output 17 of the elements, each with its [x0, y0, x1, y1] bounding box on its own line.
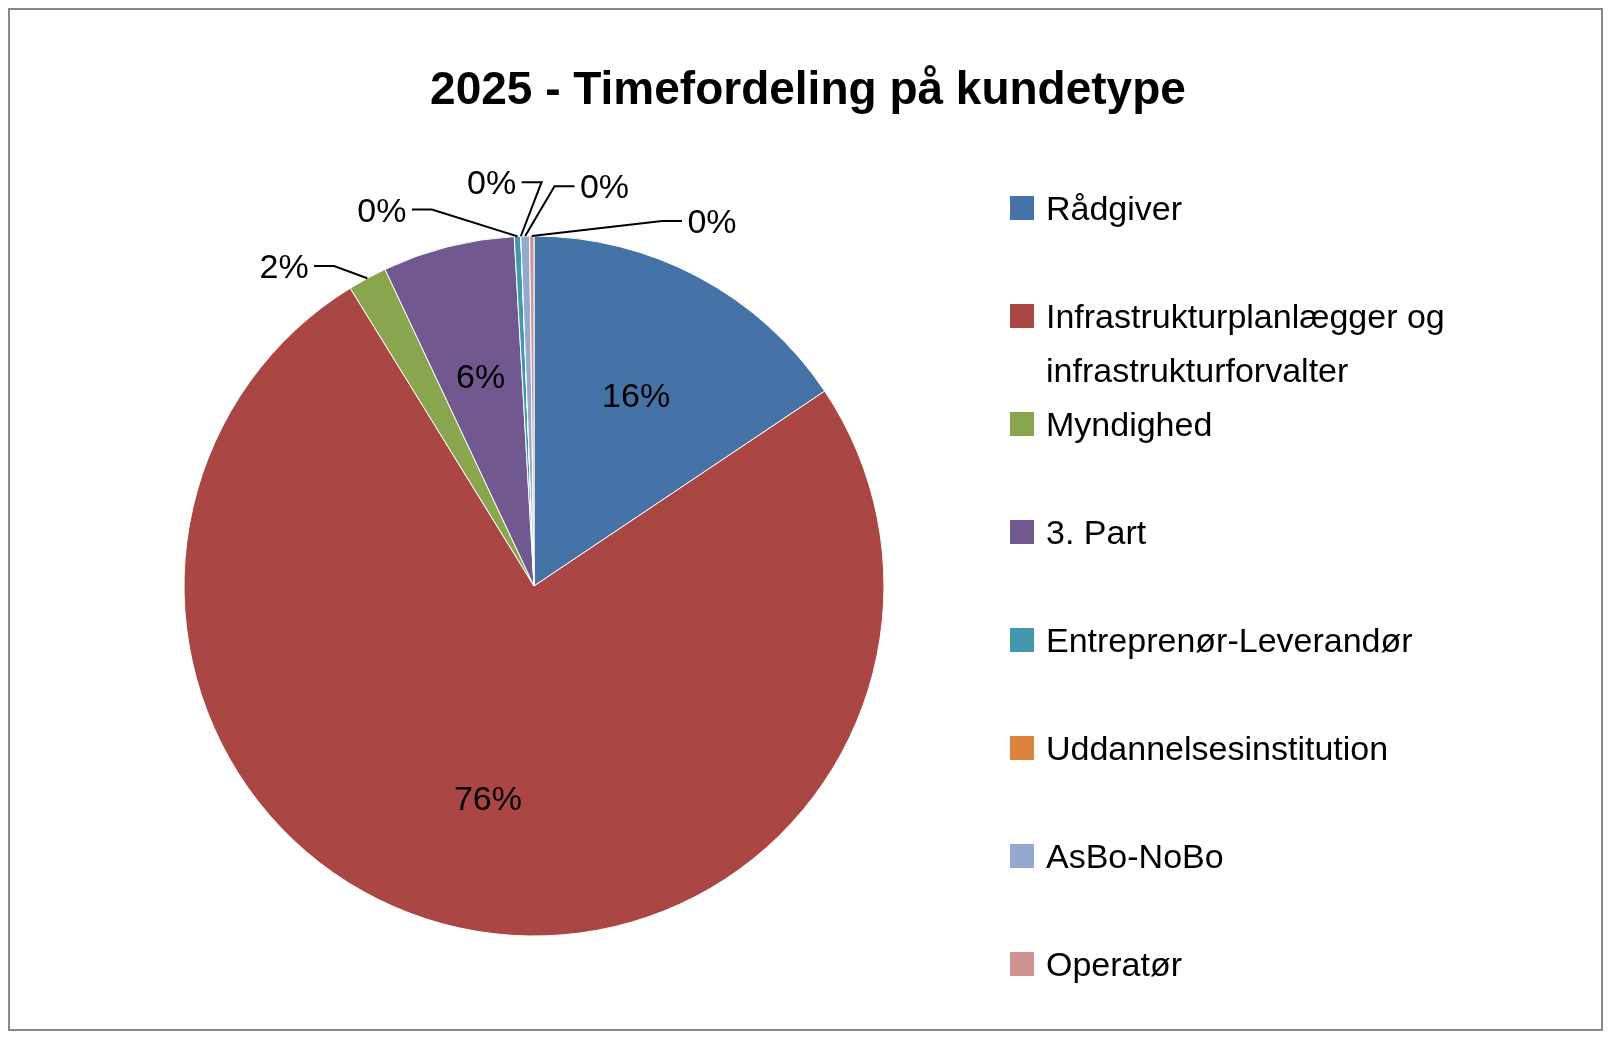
text: 0% — [466, 163, 517, 202]
data-label: 0% — [687, 202, 737, 241]
legend-label: Rådgiver — [1046, 189, 1183, 227]
legend-label: 3. Part — [1046, 513, 1147, 551]
legend-label: AsBo-NoBo — [1046, 837, 1224, 875]
data-label: 2% — [259, 247, 309, 286]
data-label: 6% — [456, 356, 506, 395]
legend-label: Operatør — [1046, 945, 1183, 983]
legend-label: Myndighed — [1046, 405, 1213, 443]
chart-title: 2025 - Timefordeling på kundetype — [430, 62, 1186, 114]
legend-label: Infrastrukturplanlægger og infrastrukturforvalter — [1046, 297, 1445, 389]
data-label: 76% — [453, 779, 523, 818]
legend-label: Uddannelsesinstitution — [1046, 729, 1389, 767]
data-label: 0% — [579, 167, 630, 206]
data-label: 16% — [602, 375, 671, 414]
legend-label: Entreprenør-Leverandør — [1046, 621, 1413, 659]
data-label: 0% — [357, 190, 407, 229]
